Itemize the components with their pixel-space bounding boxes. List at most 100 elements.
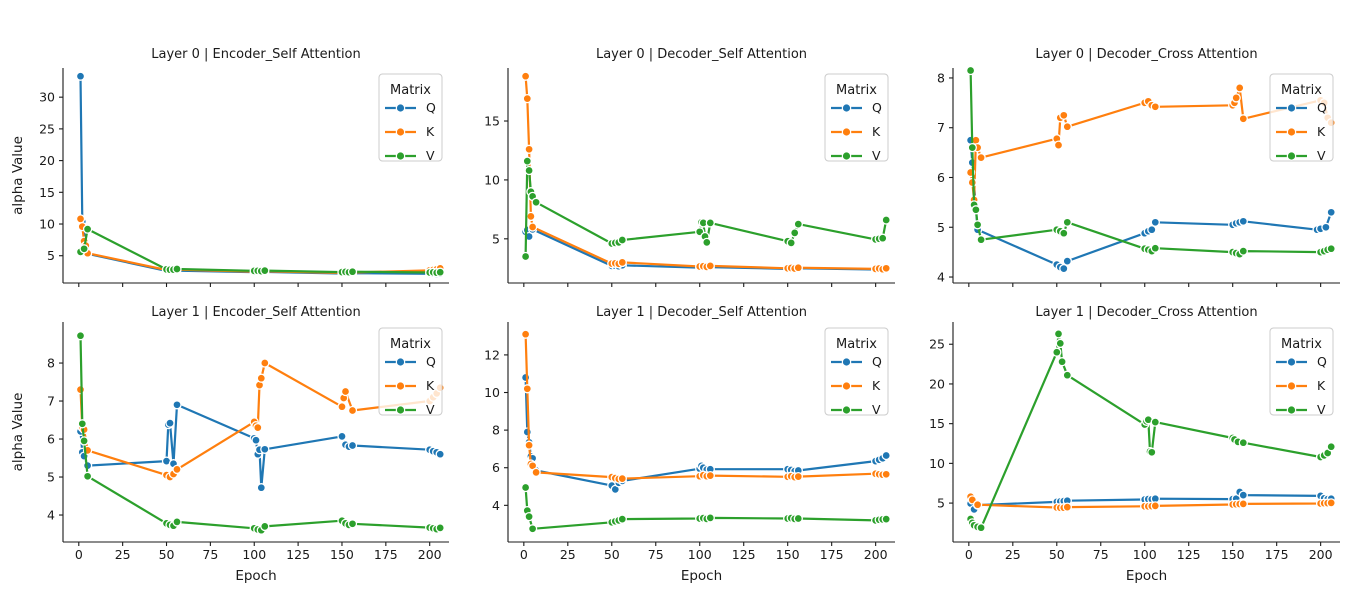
plot-title: Layer 1 | Decoder_Cross Attention xyxy=(1035,305,1257,320)
data-point-q xyxy=(172,400,182,410)
series-q xyxy=(965,135,1336,274)
legend-label: K xyxy=(872,124,881,139)
legend-title: Matrix xyxy=(1281,83,1322,98)
data-point-v xyxy=(1150,243,1160,253)
data-point-k xyxy=(1150,501,1160,511)
x-tick-label: 200 xyxy=(1309,547,1333,562)
legend-title: Matrix xyxy=(390,337,431,352)
y-tick-label: 4 xyxy=(47,508,55,523)
legend-label: V xyxy=(426,148,435,163)
legend-marker xyxy=(1286,103,1297,113)
legend: Matrix QKV xyxy=(1269,327,1334,417)
data-point-q xyxy=(1059,263,1069,274)
data-point-k xyxy=(1062,122,1072,132)
legend-entry-q: Q xyxy=(831,354,882,369)
data-point-q xyxy=(1238,490,1248,500)
legend-marker xyxy=(1286,405,1297,415)
y-tick-label: 25 xyxy=(929,337,945,352)
legend-label: K xyxy=(1317,378,1326,393)
subplot-layer0-decoder-cross-attention: Layer 0 | Decoder_Cross Attention 4 5 6 7 8 Ma… xyxy=(900,0,1350,300)
data-point-q xyxy=(1062,256,1072,266)
x-tick-label: 125 xyxy=(286,547,310,562)
data-point-k xyxy=(617,257,627,268)
data-point-v xyxy=(435,267,445,277)
y-tick-label: 5 xyxy=(937,496,945,511)
data-point-q xyxy=(260,444,270,454)
x-axis-label: Epoch xyxy=(235,568,276,584)
legend-entry-k: K xyxy=(1276,124,1326,139)
data-point-v xyxy=(1326,442,1336,452)
legend: Matrix QKV xyxy=(378,73,443,163)
legend-marker xyxy=(395,381,406,391)
y-tick-label: 8 xyxy=(937,70,945,85)
x-tick-label: 100 xyxy=(1133,547,1157,562)
legend-marker xyxy=(1286,357,1297,367)
x-tick-label: 75 xyxy=(1093,547,1109,562)
y-tick-label: 8 xyxy=(492,423,500,438)
data-point-k xyxy=(972,500,983,510)
series-v xyxy=(75,331,445,535)
y-tick-label: 7 xyxy=(47,394,55,409)
data-point-k xyxy=(526,211,536,222)
data-point-k xyxy=(1059,110,1069,120)
data-point-q xyxy=(256,483,266,493)
y-tick-label: 15 xyxy=(484,114,500,129)
y-tick-label: 20 xyxy=(929,376,945,391)
data-point-k xyxy=(260,358,270,368)
x-tick-label: 0 xyxy=(965,547,973,562)
x-tick-label: 25 xyxy=(115,547,131,562)
legend-label: Q xyxy=(872,354,882,369)
chart-canvas: Layer 0 | Decoder_Self Attention 5 10 15 Mat… xyxy=(484,47,895,287)
data-point-v xyxy=(435,523,445,533)
data-point-k xyxy=(1238,499,1248,509)
data-point-v xyxy=(967,142,977,153)
data-point-v xyxy=(881,514,891,524)
data-point-k xyxy=(520,329,531,339)
series-line-v xyxy=(79,228,442,274)
data-point-v xyxy=(1052,347,1062,357)
x-tick-label: 25 xyxy=(560,547,576,562)
series-v xyxy=(965,329,1336,533)
y-tick-label: 6 xyxy=(492,460,500,475)
y-axis-label: alpha Value xyxy=(10,136,26,215)
data-point-v xyxy=(617,235,627,245)
legend-box xyxy=(824,327,889,416)
legend-entry-k: K xyxy=(385,378,435,393)
data-point-v xyxy=(531,197,541,207)
data-point-q xyxy=(337,431,347,442)
data-point-v xyxy=(347,519,358,529)
legend-label: V xyxy=(872,148,881,163)
subplot-layer1-encoder-self-attention: Layer 1 | Encoder_Self Attention 0 25 50 75 1… xyxy=(0,300,450,600)
data-point-k xyxy=(976,152,986,163)
data-point-v xyxy=(75,331,86,341)
legend-title: Matrix xyxy=(836,83,877,98)
data-point-q xyxy=(251,435,261,445)
x-tick-label: 0 xyxy=(520,547,528,562)
y-tick-label: 6 xyxy=(937,170,945,185)
legend-marker xyxy=(841,127,852,137)
data-point-v xyxy=(1057,357,1067,367)
legend-entry-v: V xyxy=(831,402,881,417)
data-point-v xyxy=(82,224,93,234)
legend-label: K xyxy=(872,378,881,393)
data-point-k xyxy=(527,222,538,232)
data-point-k xyxy=(1238,114,1248,124)
subplot-layer0-encoder-self-attention: Layer 0 | Encoder_Self Attention 5 10 15 20 2… xyxy=(0,0,450,300)
data-point-q xyxy=(881,450,891,461)
y-tick-label: 20 xyxy=(39,153,55,168)
x-tick-label: 75 xyxy=(648,547,664,562)
legend-marker xyxy=(841,405,852,415)
data-point-k xyxy=(1150,102,1160,112)
data-point-v xyxy=(1053,329,1064,339)
data-point-q xyxy=(165,418,175,428)
data-point-q xyxy=(522,427,532,437)
series-q xyxy=(965,487,1336,515)
chart-canvas: Layer 0 | Encoder_Self Attention 5 10 15 20 2… xyxy=(10,47,449,287)
series-v xyxy=(75,224,445,278)
data-point-k xyxy=(524,144,534,154)
x-tick-label: 175 xyxy=(1265,547,1289,562)
data-point-q xyxy=(1147,225,1157,235)
data-point-k xyxy=(705,470,715,481)
data-point-k xyxy=(340,386,351,397)
